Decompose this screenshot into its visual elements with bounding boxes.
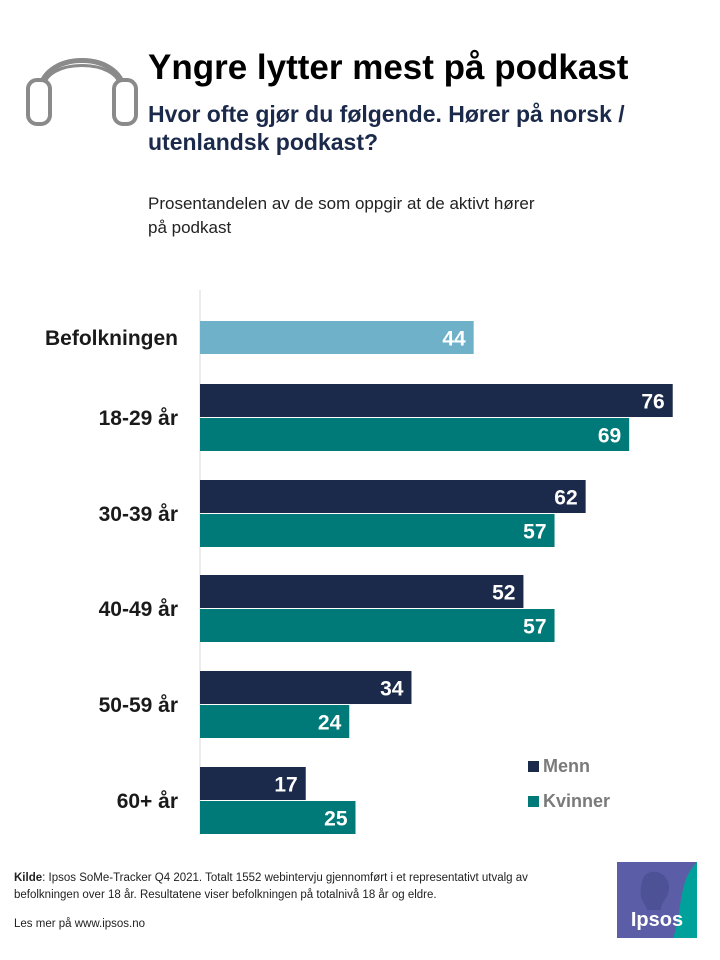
source-text: : Ipsos SoMe-Tracker Q4 2021. Totalt 155… (14, 872, 528, 901)
data-label-kvinner-60-r: 25 (324, 808, 348, 831)
category-label-60-r: 60+ år (117, 790, 178, 813)
data-label-menn-30-39-r: 62 (554, 487, 577, 510)
data-label-kvinner-40-49-r: 57 (523, 616, 546, 639)
data-label-menn-40-49-r: 52 (492, 582, 515, 605)
legend-swatch-menn (528, 761, 539, 772)
chart-note: Prosentandelen av de som oppgir at de ak… (148, 194, 535, 237)
category-label-18-29-r: 18-29 år (99, 407, 178, 430)
bar-befolkningen-befolkningen (200, 321, 474, 354)
bar-kvinner-50-59-r (200, 705, 350, 738)
legend-label-kvinner: Kvinner (543, 791, 610, 811)
data-label-menn-18-29-r: 76 (641, 391, 664, 414)
bar-kvinner-60-r (200, 801, 356, 834)
logo-text: Ipsos (631, 909, 683, 931)
bar-menn-40-49-r (200, 575, 524, 608)
data-label-kvinner-50-59-r: 24 (318, 712, 342, 735)
data-label-befolkningen-befolkningen: 44 (442, 328, 466, 351)
legend-swatch-kvinner (528, 796, 539, 807)
data-label-kvinner-18-29-r: 69 (598, 425, 621, 448)
data-label-menn-60-r: 17 (274, 774, 297, 797)
category-label-40-49-r: 40-49 år (99, 598, 178, 621)
legend-label-menn: Menn (543, 756, 590, 776)
bar-kvinner-30-39-r (200, 514, 555, 547)
headphones-icon (26, 58, 138, 126)
bar-menn-30-39-r (200, 480, 586, 513)
category-label-50-59-r: 50-59 år (99, 694, 178, 717)
category-label-befolkningen: Befolkningen (45, 327, 178, 350)
more-info-link[interactable]: Les mer på www.ipsos.no (14, 918, 146, 930)
page-title: Yngre lytter mest på podkast (148, 48, 629, 87)
bar-kvinner-18-29-r (200, 418, 630, 451)
ipsos-logo: Ipsos (617, 862, 697, 938)
category-label-30-39-r: 30-39 år (99, 503, 178, 526)
page-subtitle: Hvor ofte gjør du følgende. Hører på nor… (148, 101, 625, 155)
bar-chart: 44 Befolkningen 76 69 18-29 år 62 57 30-39 år 52… (45, 290, 673, 835)
data-label-kvinner-30-39-r: 57 (523, 521, 546, 544)
source-footer: Kilde: Ipsos SoMe-Tracker Q4 2021. Total… (14, 870, 574, 904)
source-label: Kilde (14, 872, 43, 884)
data-label-menn-50-59-r: 34 (380, 678, 404, 701)
bar-menn-18-29-r (200, 384, 673, 417)
bar-menn-50-59-r (200, 671, 412, 704)
bar-menn-60-r (200, 767, 306, 800)
bar-kvinner-40-49-r (200, 609, 555, 642)
